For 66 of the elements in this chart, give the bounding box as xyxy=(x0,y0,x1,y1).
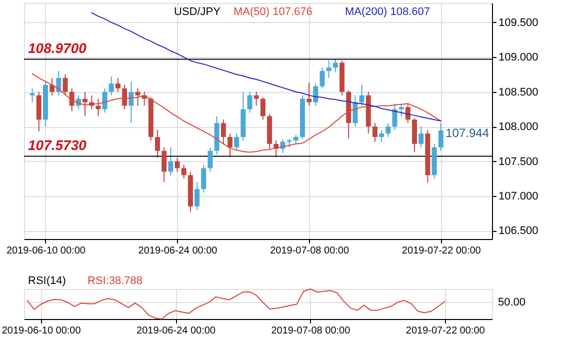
candlestick xyxy=(96,98,101,117)
x-tick-label: 2019-06-24 00:00 xyxy=(138,246,218,256)
candlestick xyxy=(194,182,200,210)
x-tick-label: 2019-07-22 00:00 xyxy=(402,246,482,256)
chart-title: USD/JPY xyxy=(174,6,222,18)
candlestick xyxy=(82,91,88,117)
y-tick-label: 107.500 xyxy=(498,156,538,168)
candlestick xyxy=(438,122,444,152)
candlestick xyxy=(227,132,232,158)
text: 107.944 xyxy=(446,126,490,140)
candlestick xyxy=(352,94,358,128)
candlestick xyxy=(386,122,391,138)
candlestick xyxy=(398,104,404,117)
candlestick xyxy=(135,88,140,106)
candlestick xyxy=(220,119,226,144)
x-tick-label: 2019-07-08 00:00 xyxy=(271,326,351,336)
candlestick xyxy=(234,132,240,152)
candlestick xyxy=(306,82,312,106)
candlestick xyxy=(332,58,338,73)
candlestick xyxy=(128,80,134,124)
y-tick-label: 109.000 xyxy=(498,52,538,64)
candlestick xyxy=(162,146,167,183)
chart-title: RSI(14) xyxy=(28,275,66,287)
candlestick xyxy=(247,91,252,114)
x-tick-label: 2019-06-24 00:00 xyxy=(136,326,216,336)
x-tick-label: 2019-07-08 00:00 xyxy=(270,246,350,256)
candlestick xyxy=(56,70,62,96)
text: RSI:38.788 xyxy=(88,275,143,287)
candlestick xyxy=(155,130,160,158)
candlestick xyxy=(392,103,398,131)
y-tick-label: 108.000 xyxy=(498,121,538,134)
text: MA(50) 107.676 xyxy=(234,6,312,18)
candlestick xyxy=(359,84,364,106)
candlestick xyxy=(115,77,120,92)
y-tick-label: 107.000 xyxy=(498,190,538,202)
y-tick-label: 108.500 xyxy=(498,86,538,98)
ref-line-label: 107.5730 xyxy=(28,137,87,154)
x-tick-label: 2019-06-10 00:00 xyxy=(2,326,82,336)
candlestick xyxy=(372,122,378,142)
text: 50.00 xyxy=(498,296,526,308)
candlestick xyxy=(326,60,332,78)
candlestick xyxy=(260,96,266,120)
candlestick xyxy=(293,134,298,144)
candlestick xyxy=(168,146,174,176)
candlestick xyxy=(30,88,35,103)
candlestick xyxy=(108,76,114,96)
candlestick xyxy=(50,77,55,96)
text: MA(200) 108.607 xyxy=(345,6,430,18)
candlestick xyxy=(181,164,186,180)
candlestick xyxy=(320,67,325,89)
candlestick xyxy=(122,84,128,110)
ref-line-label: 108.9700 xyxy=(28,40,87,56)
x-tick-label: 2019-07-22 00:00 xyxy=(406,326,486,336)
x-tick-label: 2019-06-10 00:00 xyxy=(6,246,86,256)
candlestick xyxy=(405,104,410,124)
candlestick xyxy=(174,157,180,172)
candlestick xyxy=(201,164,206,193)
y-tick-label: 109.500 xyxy=(498,16,538,29)
candlestick xyxy=(379,130,384,142)
candlestick xyxy=(254,91,259,106)
candlestick xyxy=(102,88,108,114)
candlestick xyxy=(418,126,424,148)
candlestick xyxy=(208,146,213,172)
y-tick-label: 106.500 xyxy=(498,225,538,238)
candlestick xyxy=(62,74,68,96)
candlestick xyxy=(313,83,318,106)
